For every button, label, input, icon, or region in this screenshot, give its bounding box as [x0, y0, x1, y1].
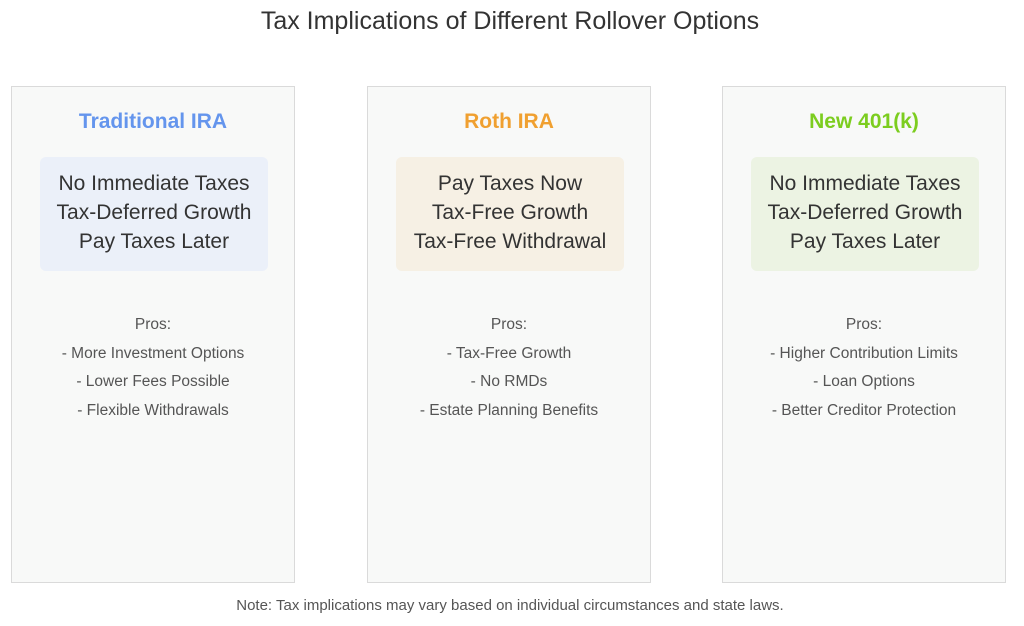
card-traditional-ira: Traditional IRA No Immediate Taxes Tax-D…	[11, 86, 295, 583]
pros-list: Pros: - Higher Contribution Limits - Loa…	[723, 311, 1005, 425]
pros-item: - Loan Options	[813, 373, 915, 390]
pros-label: Pros:	[845, 316, 883, 333]
pros-list: Pros: - Tax-Free Growth - No RMDs - Esta…	[368, 311, 650, 425]
page-title: Tax Implications of Different Rollover O…	[260, 7, 760, 35]
summary-line: Pay Taxes Later	[789, 230, 941, 253]
pros-list: Pros: - More Investment Options - Lower …	[12, 311, 294, 425]
summary-line: Pay Taxes Later	[78, 230, 230, 253]
footnote: Note: Tax implications may vary based on…	[236, 597, 784, 614]
pros-label: Pros:	[134, 316, 172, 333]
pros-item: - Higher Contribution Limits	[770, 344, 958, 362]
pros-item: - Flexible Withdrawals	[77, 401, 229, 419]
summary-line: Tax-Deferred Growth	[56, 201, 252, 224]
summary-line: No Immediate Taxes	[769, 172, 961, 195]
card-heading: Traditional IRA	[78, 110, 228, 133]
summary-box: No Immediate Taxes Tax-Deferred Growth P…	[40, 157, 268, 271]
summary-box: Pay Taxes Now Tax-Free Growth Tax-Free W…	[396, 157, 624, 271]
pros-item: - Estate Planning Benefits	[419, 401, 599, 419]
card-heading: Roth IRA	[464, 110, 554, 133]
summary-box: No Immediate Taxes Tax-Deferred Growth P…	[751, 157, 979, 271]
card-new-401k: New 401(k) No Immediate Taxes Tax-Deferr…	[722, 86, 1006, 583]
pros-label: Pros:	[490, 316, 528, 333]
pros-item: - No RMDs	[470, 373, 548, 390]
pros-item: - More Investment Options	[61, 344, 245, 362]
card-roth-ira: Roth IRA Pay Taxes Now Tax-Free Growth T…	[367, 86, 651, 583]
summary-line: Tax-Free Withdrawal	[413, 230, 607, 253]
summary-line: Pay Taxes Now	[437, 172, 583, 195]
pros-item: - Lower Fees Possible	[76, 373, 230, 390]
card-heading: New 401(k)	[809, 110, 919, 133]
summary-line: Tax-Deferred Growth	[767, 201, 963, 224]
summary-line: No Immediate Taxes	[58, 172, 250, 195]
pros-item: - Better Creditor Protection	[771, 401, 957, 419]
pros-item: - Tax-Free Growth	[446, 344, 572, 362]
summary-line: Tax-Free Growth	[431, 201, 589, 224]
